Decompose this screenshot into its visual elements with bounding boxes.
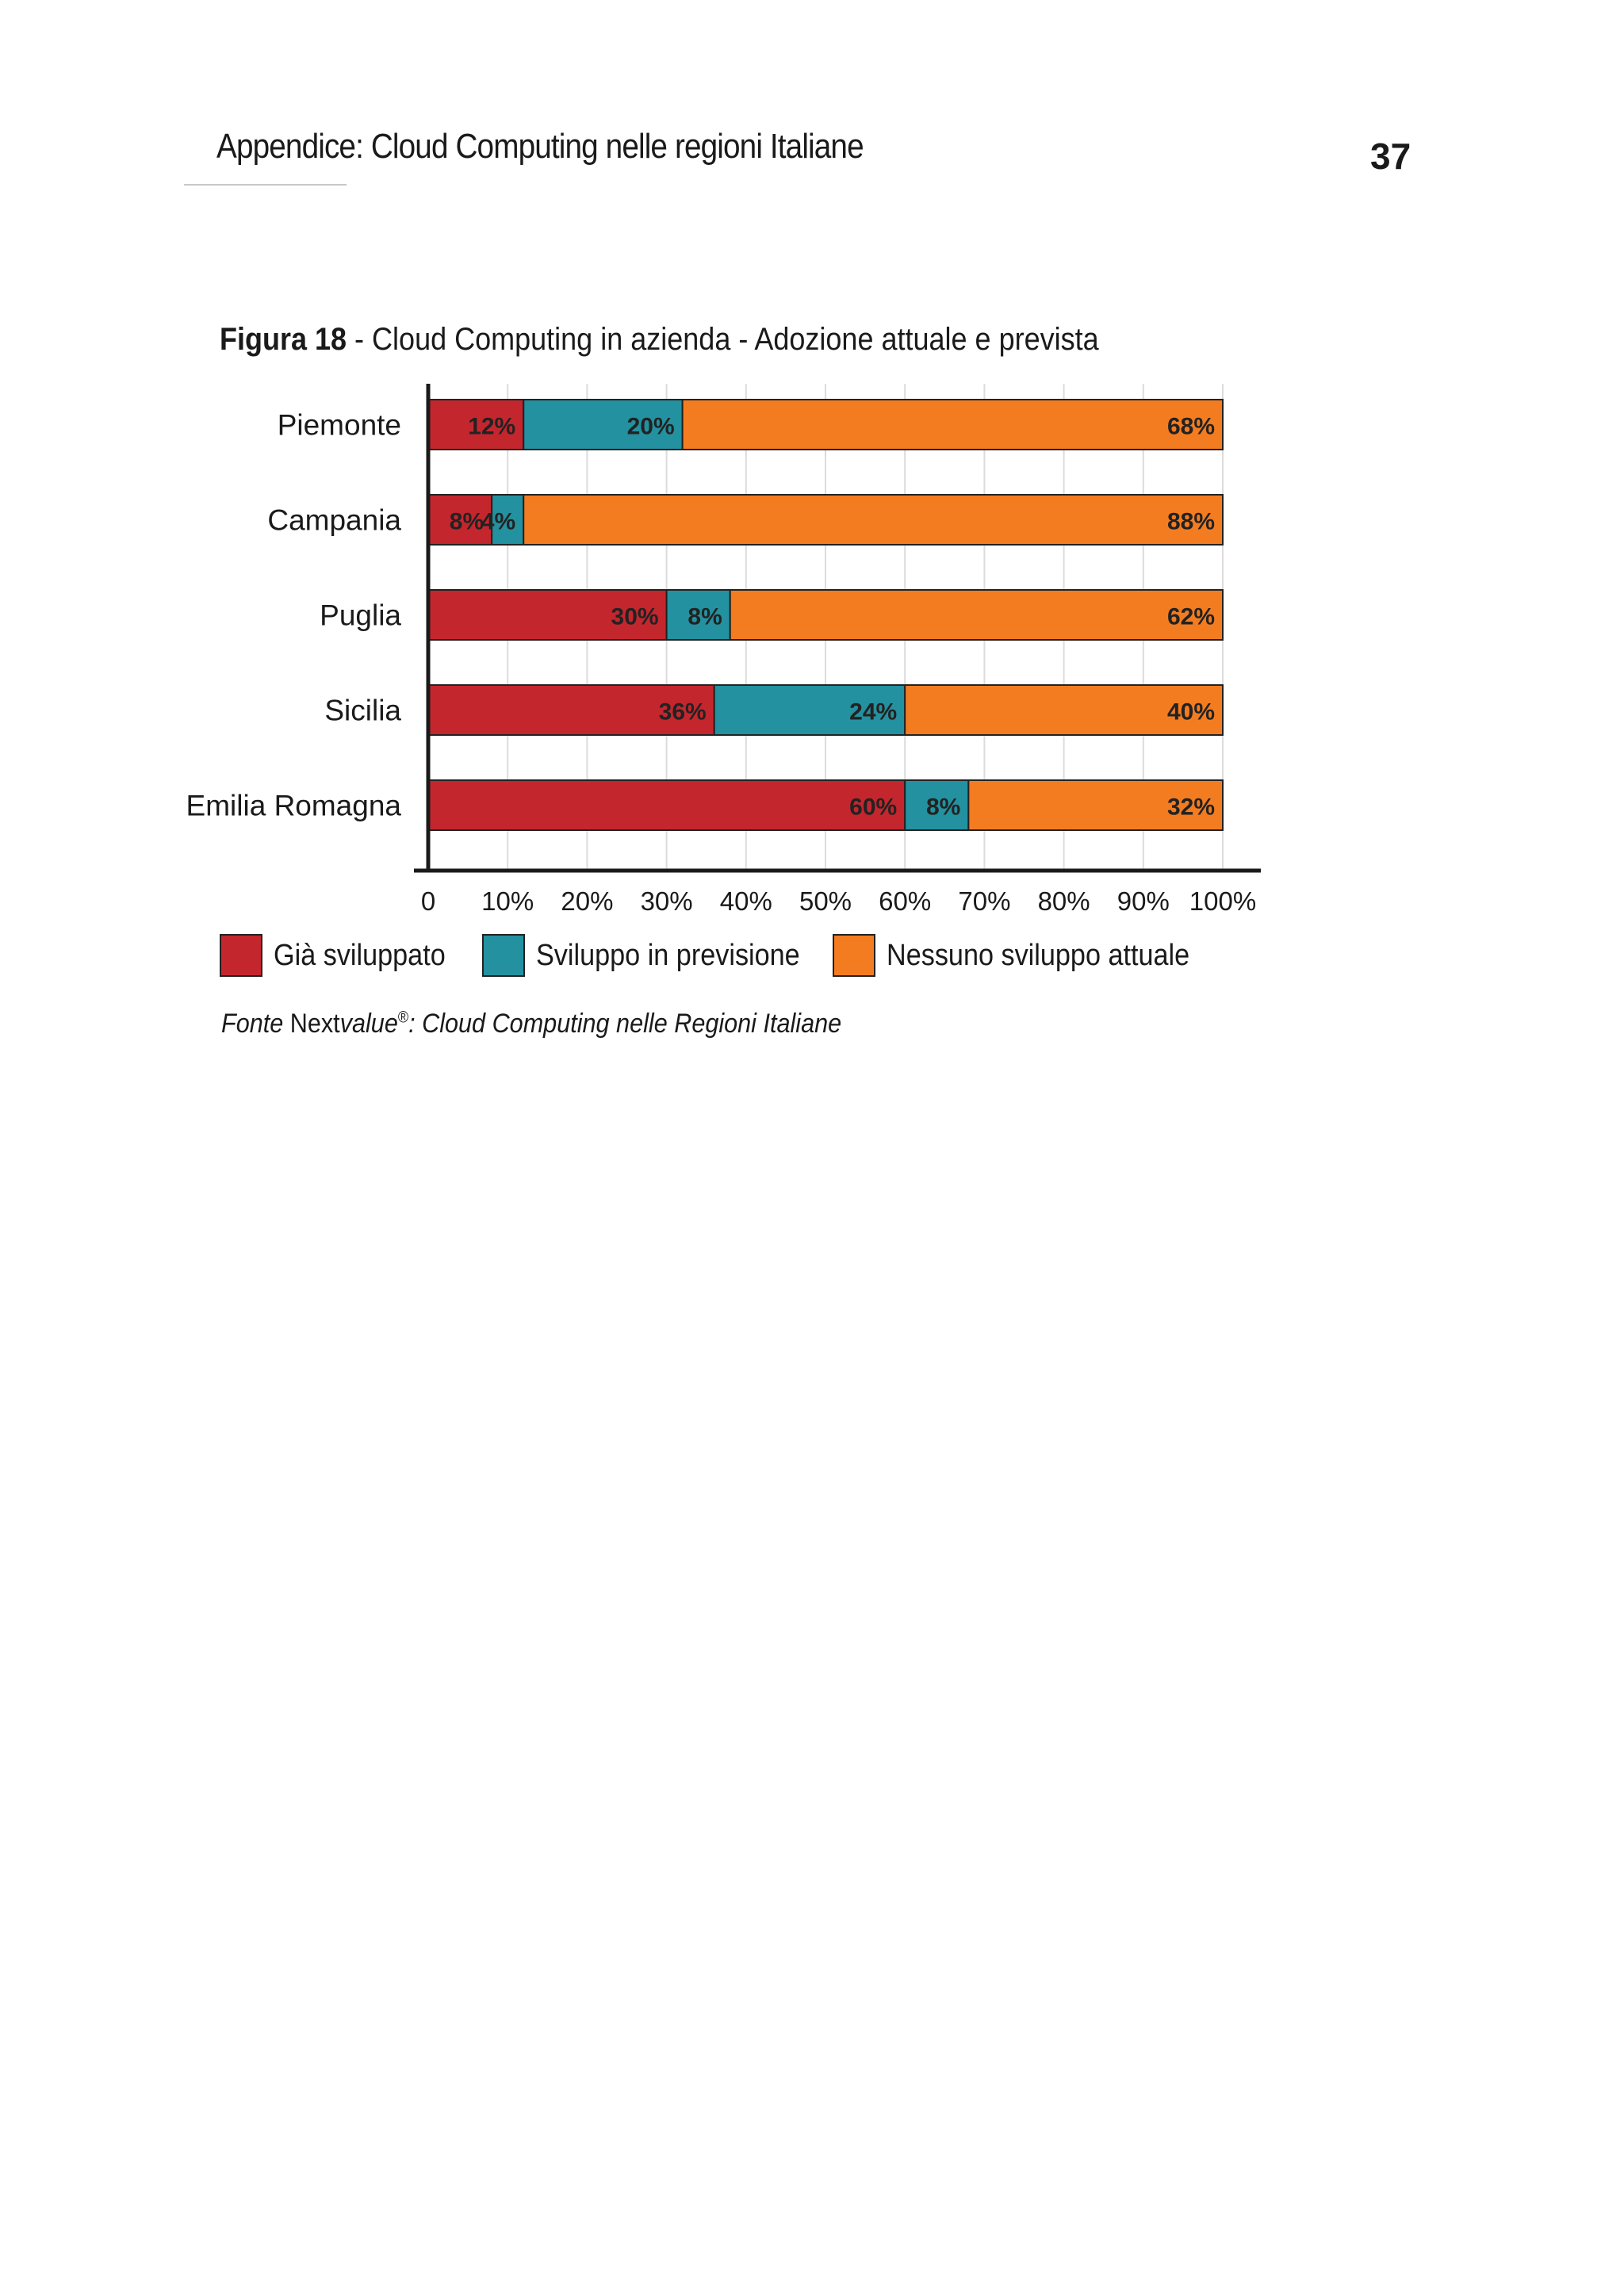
- legend-item-previsione: Sviluppo in previsione: [482, 932, 829, 978]
- category-label-1: Campania: [267, 504, 401, 537]
- x-tick-label-30: 30%: [641, 886, 693, 916]
- x-tick-label-90: 90%: [1117, 886, 1170, 916]
- category-label-0: Piemonte: [278, 409, 401, 442]
- bar-3-2: [904, 684, 1224, 736]
- bar-2-2: [729, 589, 1224, 641]
- legend-swatch-previsione: [482, 934, 525, 977]
- category-label-4: Emilia Romagna: [186, 790, 402, 822]
- bar-value-label-3-2: 40%: [1167, 699, 1215, 725]
- legend-swatch-nessuno: [833, 934, 875, 977]
- legend-label-previsione: Sviluppo in previsione: [536, 938, 800, 972]
- source-registered: ®: [397, 1009, 409, 1027]
- x-tick-label-20: 20%: [561, 886, 613, 916]
- x-tick-label-40: 40%: [720, 886, 772, 916]
- bar-4-1: [904, 779, 970, 831]
- x-tick-label-10: 10%: [481, 886, 534, 916]
- bar-value-label-0-0: 12%: [468, 414, 515, 440]
- figure-label: Figura 18: [220, 322, 347, 357]
- x-tick-label-80: 80%: [1038, 886, 1090, 916]
- bar-4-0: [427, 779, 906, 831]
- legend-label-gia: Già sviluppato: [274, 938, 446, 972]
- header-rule: [184, 184, 347, 186]
- bar-1-1: [491, 494, 525, 546]
- bar-value-label-3-1: 24%: [849, 699, 897, 725]
- source-prefix: Fonte: [221, 1009, 284, 1039]
- figure-separator: -: [347, 322, 373, 357]
- figure-source: Fonte Nextvalue®: Cloud Computing nelle …: [221, 1009, 841, 1039]
- figure-title: Cloud Computing in azienda - Adozione at…: [372, 322, 1099, 357]
- chart-legend: Già sviluppato Sviluppo in previsione Ne…: [0, 932, 1624, 980]
- bar-value-label-1-2: 88%: [1167, 509, 1215, 535]
- x-tick-label-100: 100%: [1189, 886, 1256, 916]
- bar-4-2: [967, 779, 1224, 831]
- figure-caption: Figura 18 - Cloud Computing in azienda -…: [220, 322, 1099, 358]
- source-rest: : Cloud Computing nelle Regioni Italiane: [408, 1009, 842, 1039]
- category-label-3: Sicilia: [324, 695, 401, 727]
- bar-value-label-4-2: 32%: [1167, 794, 1215, 821]
- source-brand-next: Next: [289, 1009, 340, 1039]
- x-tick-label-60: 60%: [879, 886, 931, 916]
- legend-label-nessuno: Nessuno sviluppo attuale: [887, 938, 1190, 972]
- bar-value-label-2-2: 62%: [1167, 604, 1215, 630]
- bar-value-label-1-0: 8%: [450, 509, 484, 535]
- x-tick-label-0: 0: [421, 886, 435, 916]
- bar-value-label-0-2: 68%: [1167, 414, 1215, 440]
- bar-2-0: [427, 589, 668, 641]
- category-label-2: Puglia: [320, 599, 401, 632]
- bar-value-label-4-1: 8%: [926, 794, 960, 821]
- x-tick-label-50: 50%: [799, 886, 852, 916]
- legend-item-gia: Già sviluppato: [220, 932, 465, 978]
- x-tick-label-70: 70%: [958, 886, 1010, 916]
- bar-value-label-3-0: 36%: [659, 699, 707, 725]
- bar-value-label-1-1: 4%: [481, 509, 515, 535]
- bar-1-2: [523, 494, 1224, 546]
- running-header-title: Appendice: Cloud Computing nelle regioni…: [216, 127, 864, 166]
- bar-value-label-0-1: 20%: [627, 414, 675, 440]
- bar-value-label-2-1: 8%: [688, 604, 722, 630]
- bar-0-2: [681, 399, 1224, 450]
- bar-value-label-4-0: 60%: [849, 794, 897, 821]
- bar-3-1: [713, 684, 906, 736]
- source-brand-value: value: [339, 1009, 398, 1039]
- page-number: 37: [1370, 136, 1411, 177]
- bar-value-label-2-0: 30%: [611, 604, 659, 630]
- legend-swatch-gia: [220, 934, 262, 977]
- bar-2-1: [665, 589, 731, 641]
- legend-item-nessuno: Nessuno sviluppo attuale: [833, 932, 1224, 978]
